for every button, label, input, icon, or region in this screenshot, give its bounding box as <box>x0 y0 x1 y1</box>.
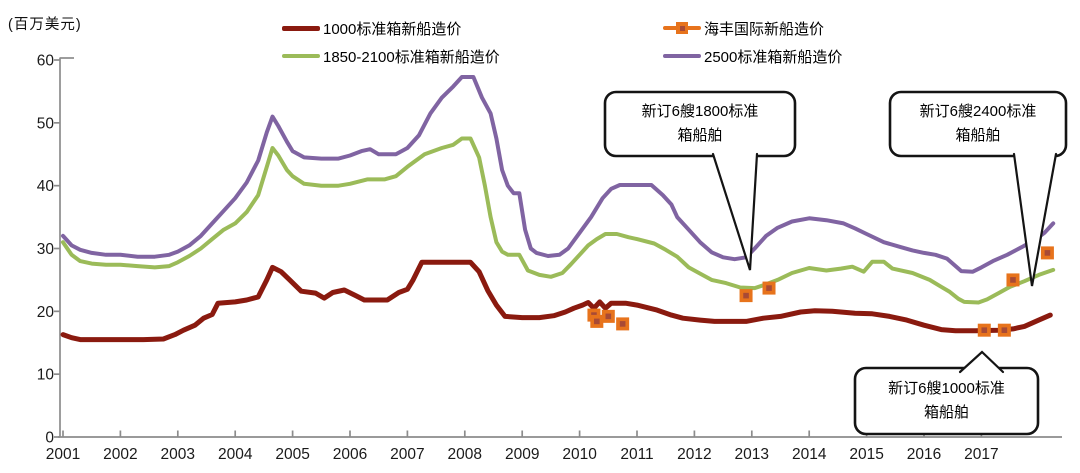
sitc-price-marker-center <box>605 313 612 320</box>
annotation-balloon-order-1800teu <box>603 90 797 158</box>
legend-swatch-1850-2100teu-line <box>282 54 320 58</box>
x-tick-label: 2009 <box>505 446 539 463</box>
series-line-2500标准箱新船造价 <box>61 75 1056 274</box>
x-tick-label: 2017 <box>964 446 998 463</box>
x-tick-label: 2010 <box>562 446 597 463</box>
legend-item-sitc: 海丰国际新船造价 <box>663 20 825 38</box>
x-tick-label: 2008 <box>448 446 482 463</box>
sitc-price-marker-center <box>619 321 626 327</box>
legend-swatch-2500teu-line <box>663 54 701 58</box>
x-tick-label: 2005 <box>275 446 309 463</box>
y-tick-label: 10 <box>37 367 55 384</box>
legend-item-1000teu: 1000标准箱新船造价 <box>282 20 462 38</box>
x-tick-label: 2016 <box>907 446 941 463</box>
legend-label-1850-2100teu: 1850-2100标准箱新船造价 <box>323 48 500 66</box>
sitc-price-marker-center <box>1010 277 1016 283</box>
y-tick-label: 20 <box>37 304 55 321</box>
sitc-price-marker-center <box>981 327 988 333</box>
y-axis-unit-label: (百万美元) <box>8 17 82 33</box>
sitc-price-marker-center <box>1001 327 1008 333</box>
x-tick-label: 2006 <box>333 446 367 463</box>
legend-swatch-1000teu-line <box>282 25 320 31</box>
sitc-price-marker-center <box>743 292 749 299</box>
sitc-price-marker-center <box>1044 250 1051 256</box>
y-tick-label: 30 <box>37 241 55 258</box>
x-tick-label: 2007 <box>390 446 424 463</box>
series-line-1000标准箱新船造价 <box>60 259 1053 343</box>
x-tick-label: 2011 <box>620 446 653 463</box>
x-tick-label: 2014 <box>792 446 827 463</box>
series-line-1850-2100标准箱新船造价 <box>61 136 1056 305</box>
legend-label-1000teu: 1000标准箱新船造价 <box>323 20 462 38</box>
x-tick-label: 2001 <box>46 446 80 463</box>
annotation-tail-order-1800teu <box>711 152 759 271</box>
x-tick-label: 2015 <box>849 446 883 463</box>
legend-swatch-sitc-line-marker <box>663 22 701 34</box>
annotation-balloon-order-1000teu <box>853 366 1040 436</box>
legend-label-2500teu: 2500标准箱新船造价 <box>704 48 843 66</box>
y-tick-label: 40 <box>37 178 55 195</box>
x-tick-label: 2004 <box>218 446 253 463</box>
sitc-price-marker-center <box>594 318 600 325</box>
y-tick-label: 60 <box>37 53 55 70</box>
annotation-tail-order-1000teu <box>958 350 1005 374</box>
x-tick-label: 2012 <box>677 446 711 463</box>
x-tick-label: 2002 <box>103 446 137 463</box>
annotation-balloon-order-2400teu <box>888 90 1068 158</box>
x-tick-label: 2003 <box>161 446 195 463</box>
legend-item-2500teu: 2500标准箱新船造价 <box>663 48 843 66</box>
y-tick-label: 50 <box>37 115 55 132</box>
legend-item-1850-2100teu: 1850-2100标准箱新船造价 <box>282 48 500 66</box>
sitc-square-marker-icon <box>676 22 688 34</box>
annotation-tail-order-2400teu <box>1012 152 1058 287</box>
legend-label-sitc: 海丰国际新船造价 <box>704 20 825 38</box>
y-tick-label: 0 <box>45 430 54 447</box>
sitc-price-marker-center <box>766 285 772 291</box>
x-tick-label: 2013 <box>735 446 769 463</box>
